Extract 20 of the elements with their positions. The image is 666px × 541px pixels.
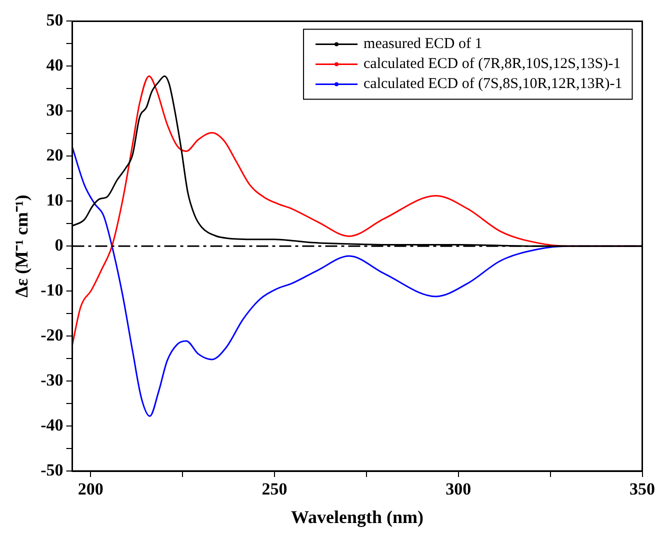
x-tick-label: 350 [630,480,655,499]
y-tick-label: -20 [40,325,64,344]
legend-label: calculated ECD of (7R,8R,10S,12S,13S)-1 [364,56,621,72]
y-tick-label: 50 [46,10,64,30]
y-tick-label: 20 [46,146,64,165]
legend-label: measured ECD of 1 [364,36,482,52]
y-tick-label: 30 [46,100,64,120]
y-tick-label: 0 [54,235,64,254]
y-tick-label: 10 [46,190,64,210]
x-axis-title: Wavelength (nm) [291,506,424,527]
x-tick-label: 200 [78,480,104,499]
x-tick-label: 300 [446,480,472,499]
y-axis-title: Δε (M⁻¹ cm⁻¹) [11,194,32,298]
y-tick-label: -40 [40,415,64,434]
y-tick-label: -50 [40,460,64,480]
legend-label: calculated ECD of (7S,8S,10R,12R,13R)-1 [364,76,622,92]
y-tick-label: 40 [46,56,64,75]
x-tick-label: 250 [262,480,288,499]
y-tick-label: -30 [40,370,64,390]
y-tick-label: -10 [40,280,64,300]
